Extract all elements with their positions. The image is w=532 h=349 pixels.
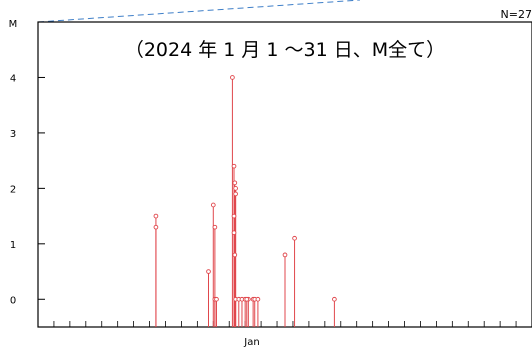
y-axis-ticks: 0 1 2 3 4 [10, 73, 45, 306]
event-marker [153, 224, 159, 230]
y-tick-label: 2 [10, 184, 16, 195]
event-marker [255, 296, 261, 302]
stem-series [153, 75, 337, 327]
y-tick-label: 3 [10, 129, 16, 140]
event-marker [244, 296, 250, 302]
event-marker [292, 235, 297, 241]
y-tick-label: 0 [10, 295, 16, 306]
y-axis-label: M [9, 19, 18, 30]
event-marker [232, 180, 238, 186]
event-marker [231, 213, 237, 219]
event-marker [206, 269, 211, 274]
count-label: N=27 [501, 8, 532, 21]
event-marker [231, 230, 237, 236]
event-marker [153, 213, 159, 219]
event-marker [212, 224, 218, 230]
event-marker [231, 163, 237, 169]
event-marker [232, 252, 238, 258]
event-marker [210, 202, 216, 208]
event-marker [332, 296, 337, 302]
chart-title: （2024 年 1 月 1 ～31 日、M全て） [125, 39, 445, 61]
y-tick-label: 4 [10, 73, 16, 84]
x-axis-label: Jan [243, 337, 259, 348]
y-tick-label: 1 [10, 240, 16, 251]
event-marker [230, 75, 235, 80]
dashed-reference-line [37, 0, 361, 23]
event-marker [233, 186, 238, 191]
event-marker [233, 191, 238, 197]
event-marker [282, 252, 288, 258]
event-marker [214, 296, 219, 302]
